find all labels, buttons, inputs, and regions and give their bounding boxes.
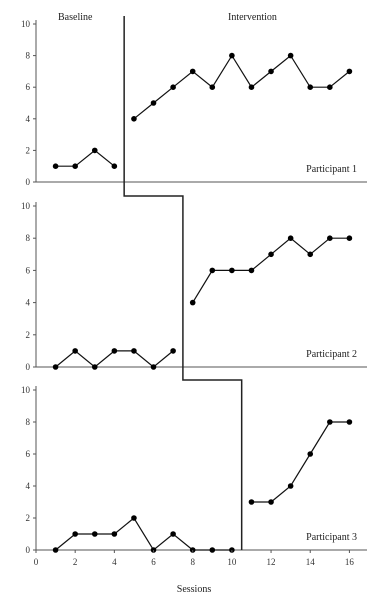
panel-2-y-tick-label: 4	[26, 298, 31, 308]
panel-1-baseline-line	[55, 149, 115, 167]
panel-3-y-tick-label: 2	[26, 513, 31, 523]
panel-1-intervention-point	[248, 84, 255, 90]
panel-3-baseline-point	[131, 515, 137, 521]
panel-1-y-tick-label: 8	[26, 51, 31, 61]
panel-3-baseline-point	[52, 547, 59, 553]
panel-3-y-tick-label: 10	[21, 385, 31, 395]
panel-2-intervention-point	[209, 267, 216, 274]
x-tick-label: 8	[190, 557, 195, 567]
panel-3-intervention-point	[248, 499, 255, 505]
intervention-phase-label: Intervention	[228, 12, 277, 23]
panel-3-baseline-point	[111, 531, 118, 537]
panel-1-intervention-point	[229, 52, 235, 59]
x-tick-label: 6	[151, 557, 156, 567]
panel-2-intervention-point	[327, 235, 333, 241]
baseline-phase-label: Baseline	[58, 12, 93, 23]
panel-2-intervention-point	[229, 267, 235, 274]
x-axis-title: Sessions	[177, 584, 212, 594]
panel-2-baseline-point	[170, 348, 176, 354]
panel-1-y-tick-label: 10	[21, 19, 31, 29]
panel-1-intervention-point	[268, 68, 274, 75]
panel-2-intervention-point	[307, 251, 314, 258]
panel-3-baseline-point	[209, 547, 216, 553]
panel-2-y-tick-label: 10	[21, 201, 31, 211]
phase-change-line	[123, 16, 243, 550]
panel-1-intervention-point	[131, 116, 137, 122]
x-tick-label: 4	[112, 557, 117, 567]
panel-3-intervention-point	[327, 419, 333, 425]
panel-1-baseline-point	[111, 163, 118, 169]
panel-3-y-tick-label: 0	[26, 545, 31, 555]
panel-1-intervention-point	[189, 68, 196, 75]
plot-area: 0 2 4 6 8 10 Participant 1 0 2 4 6 8 10 Participant 2…	[21, 16, 367, 567]
panel-3-participant-label: Participant 3	[306, 532, 357, 543]
panel-1-participant-label: Participant 1	[306, 164, 357, 175]
panel-3-baseline-point	[72, 531, 78, 537]
panel-2-y-tick-label: 0	[26, 362, 31, 372]
panel-2-y-tick-label: 2	[26, 330, 31, 340]
panel-3-baseline-point	[91, 531, 98, 537]
panel-1-intervention-line	[133, 54, 350, 120]
panel-2-baseline-point	[52, 364, 59, 370]
panel-2-baseline-point	[72, 348, 78, 354]
panel-1-y-tick-label: 4	[26, 114, 31, 124]
panel-2-baseline-point	[111, 348, 118, 354]
x-tick-label: 0	[34, 557, 39, 567]
panel-3-baseline-point	[170, 531, 176, 537]
panel-2-participant-label: Participant 2	[306, 349, 357, 360]
panel-1-intervention-point	[150, 100, 157, 106]
panel-3-intervention-line	[251, 421, 350, 503]
panel-2-y-tick-label: 8	[26, 233, 31, 243]
panel-2-intervention-point	[189, 299, 196, 306]
panel-2-intervention-point	[248, 267, 255, 274]
panel-1-intervention-point	[209, 84, 216, 90]
panel-1-baseline-point	[91, 147, 98, 154]
panel-2-intervention-point	[346, 235, 353, 241]
panel-3-intervention-point	[307, 451, 314, 457]
panel-1-intervention-point	[170, 84, 176, 90]
panel-1-y-tick-label: 2	[26, 145, 31, 155]
panel-3-baseline-line	[55, 517, 232, 551]
panel-2-intervention-point	[287, 235, 294, 241]
panel-1-intervention-point	[346, 68, 353, 75]
panel-1-intervention-point	[287, 52, 294, 59]
panel-3-y-tick-label: 6	[26, 449, 31, 459]
panel-1-y-tick-label: 6	[26, 82, 31, 92]
x-tick-label: 2	[73, 557, 78, 567]
panel-3-y-tick-label: 4	[26, 481, 31, 491]
panel-1-baseline-point	[52, 163, 59, 169]
x-tick-label: 10	[227, 557, 237, 567]
panel-2-baseline-point	[91, 364, 98, 370]
x-tick-label: 16	[345, 557, 355, 567]
panel-2-baseline-point	[150, 364, 157, 370]
panel-1-y-tick-label: 0	[26, 177, 31, 187]
x-tick-label: 14	[306, 557, 316, 567]
x-tick-label: 12	[267, 557, 276, 567]
panel-1-intervention-point	[307, 84, 314, 90]
panel-3-intervention-point	[287, 483, 294, 489]
panel-2-baseline-point	[131, 348, 137, 354]
panel-3-intervention-point	[268, 499, 274, 505]
panel-2-y-tick-label: 6	[26, 265, 31, 275]
panel-1-intervention-point	[327, 84, 333, 90]
panel-3-y-tick-label: 8	[26, 417, 31, 427]
panel-1-baseline-point	[72, 163, 78, 169]
panel-2-intervention-point	[268, 251, 274, 258]
panel-2-intervention-line	[192, 237, 350, 303]
panel-3-intervention-point	[346, 419, 353, 425]
